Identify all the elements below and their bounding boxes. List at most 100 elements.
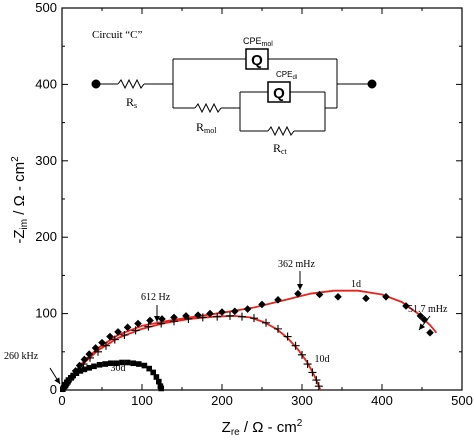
point-1d [274,296,282,304]
annotation-label: 51.7 mHz [408,304,448,315]
point-1d [146,316,154,325]
point-10d [170,317,178,326]
point-30d [156,378,162,385]
y-tick-label: 400 [35,76,57,91]
point-30d [119,359,125,366]
point-30d [150,369,156,376]
point-30d [86,365,92,371]
point-1d [416,312,425,320]
annotation-label: 30d [111,363,126,374]
y-tick-label: 100 [35,306,57,321]
y-tick-label: 300 [35,153,57,168]
cpe-dl-label: CPEdl [276,70,297,81]
point-1d [85,350,93,358]
point-10d [238,312,246,321]
point-10d [250,314,258,323]
point-10d [131,326,140,335]
fit-line-10d [61,314,322,391]
circuit-title: Circuit “C” [92,29,143,41]
point-10d [157,319,166,328]
annotation-arrowhead [297,284,303,290]
annotations: 260 kHz 612 Hz 362 mHz 1d 51.7 mHz 10d 30d [4,259,448,385]
point-1d [106,332,114,341]
point-1d [80,355,89,364]
point-1d [426,328,434,337]
point-10d [226,311,234,320]
point-30d [70,372,76,379]
point-30d [130,360,136,367]
x-tick-label: 400 [371,393,393,408]
annotation-label: 260 kHz [4,351,39,362]
point-30d [136,361,142,367]
rct-label: Rct [273,141,288,156]
axis-ticks: 0 100 200 300 400 500 0 100 200 300 400 500 [35,0,473,408]
point-1d [123,323,132,332]
resistor-rct [267,125,295,137]
circuit-terminal-right [367,79,377,89]
point-10d [314,382,323,391]
cpe-mol-q: Q [251,52,263,69]
x-tick-label: 0 [58,393,65,408]
point-10d [291,341,300,350]
x-tick-label: 200 [211,393,233,408]
annotation-label: 10d [315,354,330,365]
point-10d [303,360,312,369]
fit-curves [61,289,438,391]
point-1d [134,319,142,328]
point-30d [102,361,108,367]
point-30d [77,368,84,374]
annotation-label: 612 Hz [141,292,171,303]
point-30d [124,359,131,366]
point-10d [298,350,306,359]
annotation-arrowhead [154,316,160,322]
annotation-arrowhead [419,323,426,330]
point-1d [315,290,324,299]
cpe-dl-q: Q [273,85,285,102]
point-10d [312,376,321,385]
x-tick-label: 300 [291,393,313,408]
point-1d [114,328,122,336]
point-30d [141,362,148,369]
annotation-label: 1d [351,279,361,290]
resistor-rs [117,78,145,90]
y-axis-title: -Zim / Ω - cm2 [10,156,30,244]
point-1d [218,308,226,316]
x-tick-label: 100 [131,393,153,408]
point-1d [402,302,410,310]
point-1d [158,315,166,323]
point-1d [206,309,214,318]
y-tick-label: 0 [50,382,57,397]
point-10d [184,314,193,323]
data-points [59,289,434,393]
fit-line-1d [61,289,438,391]
point-30d [113,360,120,367]
point-1d [362,294,370,303]
annotation-arrowhead [54,377,60,384]
point-10d [274,324,282,333]
point-30d [73,370,80,376]
point-30d [81,366,88,373]
point-10d [262,318,270,327]
point-1d [98,338,106,347]
point-30d [146,365,152,372]
point-30d [153,374,160,380]
circuit-terminal-left [91,79,101,89]
point-1d [294,289,302,298]
rs-label: Rs [126,95,137,110]
rmol-label: Rmol [196,120,217,135]
point-10d [283,332,292,341]
point-30d [96,361,103,368]
point-30d [158,385,164,392]
point-10d [144,322,153,331]
point-1d [382,292,390,301]
point-10d [120,330,129,339]
annotation-label: 362 mHz [278,259,316,270]
y-tick-label: 500 [35,0,57,15]
point-1d [258,300,266,309]
point-10d [213,312,222,321]
point-30d [91,363,97,370]
point-1d [194,311,202,319]
cpe-mol-label: CPEmol [243,36,273,48]
point-10d [94,347,102,356]
